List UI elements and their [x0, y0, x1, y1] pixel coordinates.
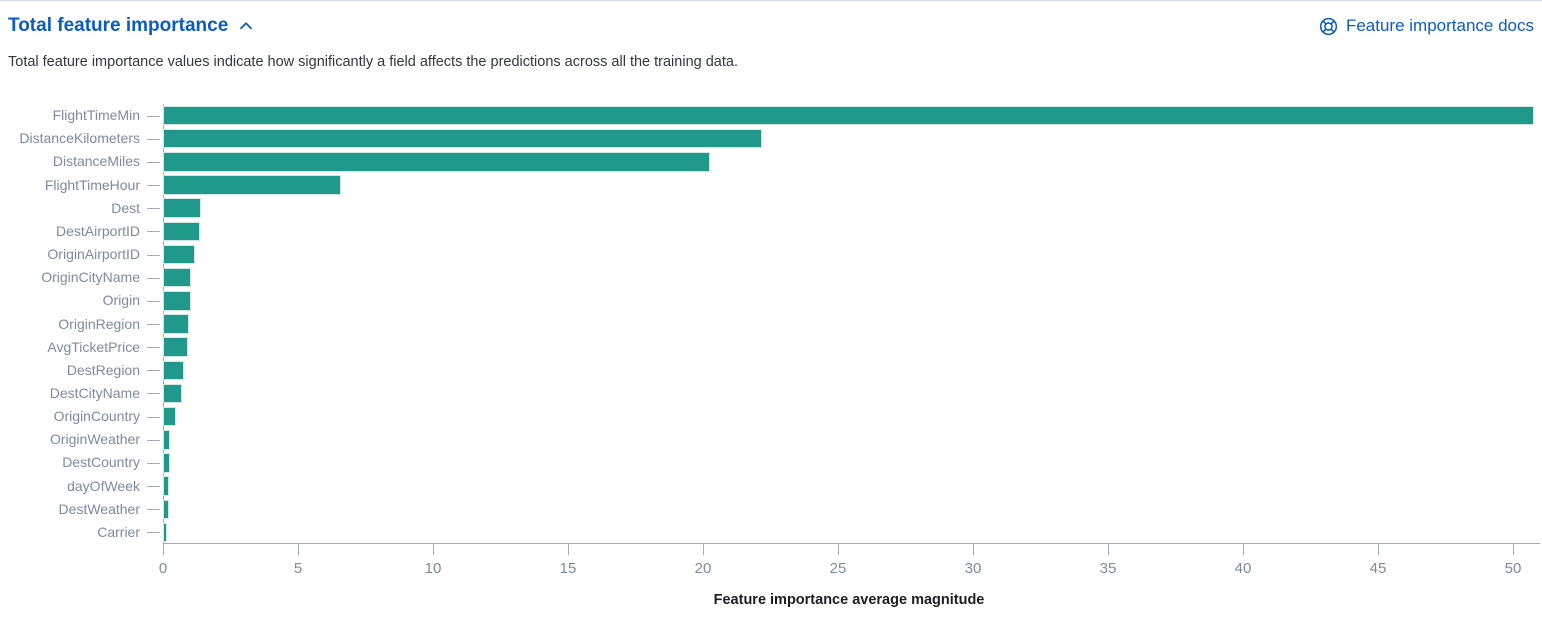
- y-axis-label: FlightTimeHour: [44, 176, 140, 193]
- y-axis-label: DestRegion: [66, 361, 140, 378]
- y-axis-label: OriginWeather: [49, 431, 140, 448]
- bar-DestRegion[interactable]: [164, 361, 184, 380]
- x-axis-tick: [1513, 544, 1514, 555]
- y-axis-label: OriginCountry: [53, 408, 140, 425]
- life-ring-docs-icon: [1319, 17, 1338, 36]
- x-axis-tick: [703, 544, 704, 555]
- y-axis-label: DestWeather: [58, 500, 140, 517]
- bar-Dest[interactable]: [164, 199, 201, 217]
- x-axis-tick-label: 0: [158, 560, 168, 577]
- bar-DistanceMiles[interactable]: [164, 153, 710, 171]
- bar-OriginRegion[interactable]: [164, 315, 189, 333]
- x-axis-tick: [1378, 544, 1379, 555]
- x-axis-tick-label: 30: [964, 560, 982, 577]
- bar-OriginAirportID[interactable]: [164, 245, 194, 264]
- x-axis-tick-label: 40: [1234, 560, 1252, 577]
- y-axis-tick: [147, 254, 160, 256]
- x-axis-tick-label: 45: [1369, 560, 1387, 577]
- y-axis-tick: [147, 509, 160, 511]
- x-axis-tick-label: 35: [1099, 560, 1117, 577]
- x-axis-tick: [1108, 544, 1109, 555]
- y-axis-tick: [147, 208, 160, 210]
- x-axis-tick: [568, 544, 569, 555]
- bar-DistanceKilometers[interactable]: [164, 129, 761, 148]
- y-axis-label: OriginAirportID: [47, 246, 140, 263]
- y-axis-label: DistanceMiles: [52, 153, 140, 170]
- y-axis-tick: [147, 185, 160, 187]
- bar-DestCountry[interactable]: [164, 454, 169, 472]
- bar-FlightTimeHour[interactable]: [164, 176, 340, 194]
- bar-OriginCountry[interactable]: [164, 407, 175, 426]
- y-axis-label: Dest: [111, 199, 140, 216]
- bar-OriginWeather[interactable]: [164, 431, 170, 449]
- bar-DestCityName[interactable]: [164, 384, 181, 403]
- chevron-up-icon: [238, 18, 254, 34]
- y-axis-tick: [147, 486, 160, 488]
- bar-Origin[interactable]: [164, 292, 190, 310]
- y-axis-label: Carrier: [97, 523, 140, 540]
- y-axis-label: DestCityName: [49, 384, 140, 401]
- feature-importance-docs-link[interactable]: Feature importance docs: [1319, 14, 1534, 38]
- y-axis-tick: [147, 115, 160, 117]
- x-axis-tick: [973, 544, 974, 555]
- y-axis-tick: [147, 370, 160, 372]
- x-axis-title: Feature importance average magnitude: [713, 592, 985, 608]
- y-axis-label: DistanceKilometers: [19, 130, 140, 147]
- y-axis-tick: [147, 462, 160, 464]
- bar-AvgTicketPrice[interactable]: [164, 338, 187, 356]
- y-axis-label: FlightTimeMin: [52, 107, 140, 124]
- x-axis-tick-label: 5: [293, 560, 303, 577]
- y-axis-label: AvgTicketPrice: [47, 338, 140, 355]
- bar-DestAirportID[interactable]: [164, 222, 200, 241]
- bar-Carrier[interactable]: [164, 523, 166, 542]
- panel-description: Total feature importance values indicate…: [8, 54, 738, 70]
- y-axis-tick: [147, 416, 160, 418]
- y-axis-tick: [147, 300, 160, 302]
- y-axis-label: DestCountry: [62, 454, 140, 471]
- x-axis-tick-label: 15: [559, 560, 577, 577]
- x-axis-tick: [163, 544, 164, 555]
- bar-OriginCityName[interactable]: [164, 268, 191, 287]
- x-axis-tick-label: 50: [1504, 560, 1522, 577]
- x-axis-tick: [838, 544, 839, 555]
- panel-title: Total feature importance: [8, 15, 229, 36]
- y-axis-label: dayOfWeek: [67, 477, 140, 494]
- y-axis-label: OriginCityName: [41, 269, 140, 286]
- x-axis-tick-label: 20: [694, 560, 712, 577]
- y-axis-label: OriginRegion: [58, 315, 140, 332]
- x-axis-tick-label: 25: [829, 560, 847, 577]
- total-feature-importance-toggle[interactable]: Total feature importance: [8, 13, 254, 39]
- y-axis-tick: [147, 277, 160, 279]
- x-axis-tick-label: 10: [424, 560, 442, 577]
- y-axis-tick: [147, 439, 160, 441]
- y-axis-tick: [147, 532, 160, 534]
- x-axis-tick: [298, 544, 299, 555]
- y-axis-tick: [147, 347, 160, 349]
- y-axis-label: Origin: [102, 292, 140, 309]
- y-axis-tick: [147, 324, 160, 325]
- bar-dayOfWeek[interactable]: [164, 477, 169, 495]
- plot-area: [163, 104, 1540, 544]
- bar-DestWeather[interactable]: [164, 500, 168, 518]
- y-axis-label: DestAirportID: [55, 222, 140, 239]
- y-axis-tick: [147, 138, 160, 140]
- x-axis-tick: [1243, 544, 1244, 555]
- y-axis-tick: [147, 161, 160, 163]
- y-axis-tick: [147, 393, 160, 395]
- x-axis-tick: [433, 544, 434, 555]
- y-axis-tick: [147, 231, 160, 233]
- docs-link-label: Feature importance docs: [1345, 16, 1534, 35]
- bar-FlightTimeMin[interactable]: [164, 106, 1533, 125]
